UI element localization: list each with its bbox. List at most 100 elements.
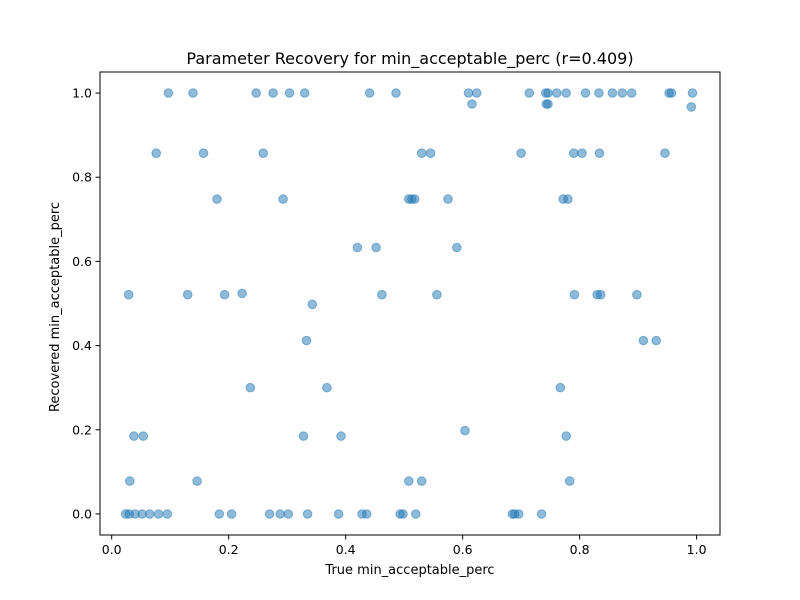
data-point	[626, 88, 637, 98]
data-point	[278, 194, 288, 204]
data-point	[264, 509, 275, 519]
data-point	[460, 425, 470, 436]
data-point	[258, 148, 269, 158]
data-point	[268, 88, 278, 98]
data-point	[632, 289, 642, 300]
data-point	[432, 289, 442, 300]
data-point	[302, 509, 313, 519]
data-point	[561, 88, 572, 98]
data-point	[212, 194, 222, 204]
y-tick-label: 0.2	[72, 422, 92, 437]
x-axis-label: True min_acceptable_perc	[324, 563, 494, 578]
data-point	[333, 509, 344, 519]
data-point	[182, 289, 193, 300]
data-point	[188, 88, 198, 98]
data-point	[536, 509, 547, 519]
data-point	[555, 382, 566, 393]
data-point	[425, 148, 436, 158]
data-point	[298, 431, 309, 441]
data-point	[398, 509, 408, 519]
data-point	[607, 88, 618, 98]
data-point	[299, 88, 310, 98]
data-point	[391, 88, 401, 98]
data-point	[364, 88, 375, 98]
x-axis: 0.0 0.2 0.4 0.6 0.8 1.0	[102, 535, 707, 557]
data-point	[129, 431, 139, 441]
data-point	[463, 88, 474, 98]
data-point	[411, 509, 421, 519]
data-point	[192, 476, 202, 486]
data-point	[467, 99, 477, 109]
data-point	[144, 509, 155, 519]
data-point	[443, 194, 453, 204]
data-point	[580, 88, 591, 98]
data-point	[452, 242, 462, 253]
data-point	[569, 148, 579, 158]
x-tick-label: 0.4	[336, 542, 356, 557]
data-point	[251, 88, 262, 98]
data-point	[237, 288, 247, 299]
data-point	[125, 476, 135, 486]
data-point	[543, 99, 553, 109]
plot-area-frame	[99, 71, 721, 536]
data-point	[617, 88, 628, 98]
data-point	[322, 382, 332, 393]
data-points	[120, 88, 698, 519]
y-axis-label: Recovered min_acceptable_perc	[48, 202, 63, 412]
data-point	[543, 88, 553, 98]
y-axis: 0.0 0.2 0.4 0.6 0.8 1.0	[72, 86, 100, 521]
x-tick-label: 0.6	[453, 542, 473, 557]
data-point	[214, 509, 225, 519]
data-point	[514, 509, 524, 519]
data-point	[564, 476, 575, 486]
x-tick-label: 0.0	[102, 542, 122, 557]
data-point	[283, 509, 294, 519]
data-point	[301, 335, 312, 346]
data-point	[219, 289, 230, 300]
y-tick-label: 0.6	[72, 254, 92, 269]
data-point	[352, 242, 363, 253]
data-point	[569, 289, 580, 300]
data-point	[336, 431, 346, 441]
data-point	[275, 509, 286, 519]
data-point	[198, 148, 209, 158]
data-point	[371, 242, 381, 253]
data-point	[660, 148, 670, 158]
data-point	[307, 299, 318, 310]
data-point	[595, 289, 606, 300]
y-tick-label: 0.4	[72, 338, 92, 353]
x-tick-label: 0.2	[219, 542, 239, 557]
data-point	[651, 335, 662, 346]
data-point	[361, 509, 372, 519]
data-point	[226, 509, 237, 519]
y-tick-label: 0.0	[72, 506, 92, 521]
data-point	[162, 509, 173, 519]
data-point	[404, 476, 414, 486]
x-tick-label: 0.8	[570, 542, 590, 557]
data-point	[516, 148, 526, 158]
data-point	[552, 88, 562, 98]
data-point	[561, 431, 572, 441]
data-point	[153, 509, 164, 519]
data-point	[151, 148, 161, 158]
data-point	[245, 382, 256, 393]
data-point	[594, 88, 604, 98]
data-point	[123, 289, 134, 300]
data-point	[409, 194, 420, 204]
data-point	[686, 102, 697, 112]
chart-title: Parameter Recovery for min_acceptable_pe…	[186, 49, 633, 69]
data-point	[416, 148, 427, 158]
data-point	[377, 289, 387, 300]
data-point	[577, 148, 587, 158]
data-point	[594, 148, 605, 158]
data-point	[163, 88, 174, 98]
data-point	[284, 88, 295, 98]
x-tick-label: 1.0	[687, 542, 707, 557]
data-point	[524, 88, 535, 98]
data-point	[416, 476, 427, 486]
y-tick-label: 1.0	[72, 86, 92, 101]
data-point	[471, 88, 482, 98]
data-point	[563, 194, 573, 204]
